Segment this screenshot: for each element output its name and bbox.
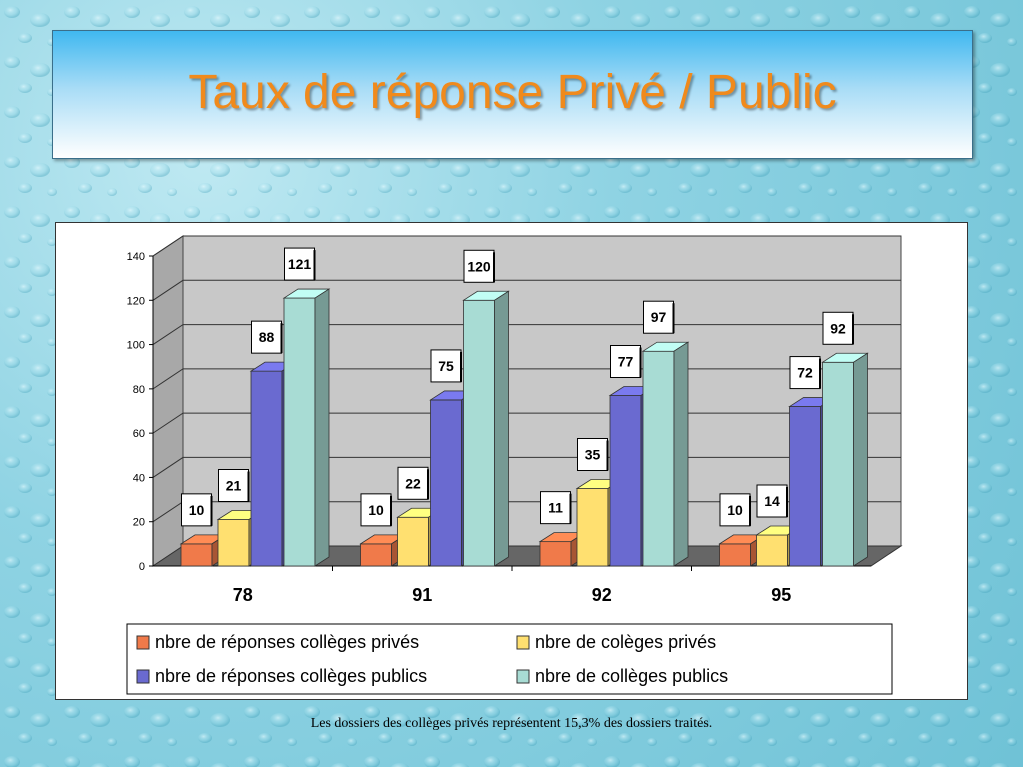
data-label-box: [719, 493, 751, 527]
legend-label: nbre de colèges privés: [535, 632, 716, 652]
y-tick-label: 20: [133, 517, 145, 529]
data-label-box: [789, 356, 821, 390]
legend-label: nbre de réponses collèges publics: [155, 666, 427, 686]
data-label-box: [397, 466, 429, 500]
chart-panel: 0 20 40 60 80 100 120 140 78 10 21 88 121 91 10 22 75 120…: [55, 222, 968, 700]
data-label: 10: [368, 502, 384, 518]
x-tick-label: 91: [412, 585, 432, 605]
side-wall: [152, 235, 184, 567]
chart-caption: Les dossiers des collèges privés représe…: [310, 716, 713, 731]
y-tick-label: 0: [139, 561, 145, 573]
x-tick-label: 78: [233, 585, 253, 605]
data-label: 10: [189, 502, 205, 518]
bar-3-2: [641, 341, 690, 567]
y-tick-label: 60: [133, 428, 145, 440]
data-label-box: [822, 311, 854, 345]
y-tick-label: 120: [127, 295, 145, 307]
bar-3-1: [462, 290, 510, 567]
bar-chart: 0 20 40 60 80 100 120 140 78 10 21 88 121 91 10 22 75 120…: [126, 235, 903, 695]
data-label: 11: [548, 500, 563, 516]
slide-title: Taux de réponse Privé / Public: [188, 66, 837, 119]
legend-box: [126, 623, 893, 695]
x-tick-label: 95: [771, 585, 791, 605]
data-label: 97: [651, 309, 667, 325]
data-label: 21: [226, 478, 242, 494]
data-label: 35: [585, 447, 601, 463]
data-label: 92: [830, 320, 846, 336]
y-tick-label: 140: [127, 251, 145, 263]
data-label: 10: [727, 502, 743, 518]
data-label: 77: [618, 354, 634, 370]
data-label: 88: [259, 329, 275, 345]
y-tick-label: 100: [127, 340, 145, 352]
title-banner: Taux de réponse Privé / Public: [52, 30, 973, 159]
data-label: 14: [764, 493, 780, 509]
x-tick-label: 92: [592, 585, 612, 605]
data-label-box: [430, 349, 462, 383]
data-label: 121: [288, 256, 312, 272]
legend-label: nbre de collèges publics: [535, 666, 728, 686]
legend-label: nbre de réponses collèges privés: [155, 632, 419, 652]
data-label-box: [540, 491, 571, 525]
gridline: [152, 235, 901, 257]
bar-3-0: [282, 288, 331, 567]
y-tick-label: 40: [133, 472, 145, 484]
data-label-box: [284, 247, 315, 281]
legend-swatch: [136, 635, 150, 650]
bar-3-3: [821, 352, 869, 567]
data-label-box: [643, 300, 674, 334]
data-label: 22: [405, 475, 421, 491]
y-tick-label: 80: [133, 384, 145, 396]
legend-swatch: [136, 669, 150, 684]
data-label-box: [610, 345, 641, 378]
legend-swatch: [516, 635, 530, 650]
data-label: 72: [797, 365, 813, 381]
gridline: [152, 279, 901, 301]
data-label: 75: [438, 358, 454, 374]
data-label-box: [251, 320, 282, 354]
data-label: 120: [467, 258, 491, 274]
data-label-box: [577, 438, 608, 471]
data-label-box: [463, 249, 495, 283]
legend-swatch: [516, 669, 530, 684]
data-label-box: [181, 493, 212, 527]
data-label-box: [756, 484, 788, 518]
